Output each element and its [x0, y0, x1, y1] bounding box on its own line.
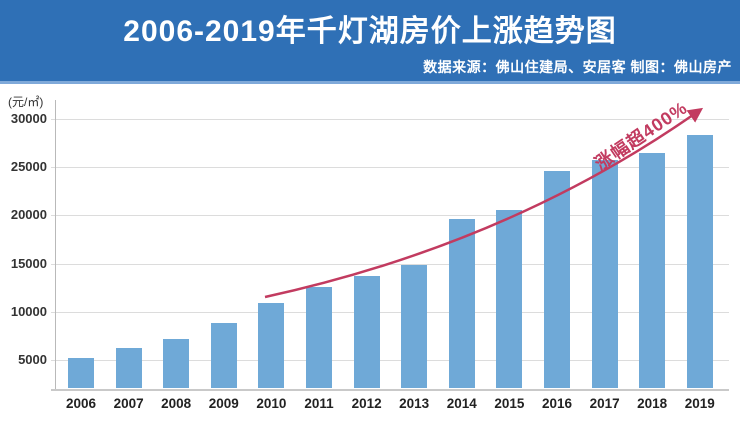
y-tick-label: 25000: [10, 159, 47, 175]
x-tick-label-2009: 2009: [208, 396, 239, 411]
bar-2017: [591, 160, 618, 388]
x-axis-line: [51, 389, 729, 391]
bar-2015: [496, 209, 523, 388]
bar-2019: [686, 135, 713, 388]
bar-2013: [401, 264, 428, 388]
header-banner: 2006-2019年千灯湖房价上涨趋势图 数据来源：佛山住建局、安居客 制图：佛…: [0, 0, 740, 84]
gridline-15000: [51, 263, 729, 265]
x-tick-label-2011: 2011: [304, 396, 334, 411]
x-tick-label-2010: 2010: [256, 396, 287, 411]
bar-2014: [448, 219, 475, 388]
y-axis-unit-label: (元/㎡): [8, 95, 44, 109]
y-tick-label: 20000: [10, 207, 47, 223]
gridline-30000: [51, 119, 729, 120]
bar-2008: [163, 338, 190, 388]
y-tick-label: 5000: [18, 352, 47, 368]
gridline-5000: [51, 360, 729, 362]
gridline-20000: [51, 215, 729, 217]
x-tick-label-2013: 2013: [399, 396, 430, 411]
x-tick-label-2017: 2017: [589, 396, 620, 411]
data-source-note: 数据来源：佛山住建局、安居客 制图：佛山房产: [423, 59, 732, 75]
gridline-25000: [51, 167, 729, 169]
bar-2009: [210, 323, 237, 388]
bar-2018: [639, 152, 666, 388]
x-tick-label-2006: 2006: [65, 396, 97, 411]
gridline-10000: [51, 311, 729, 313]
y-tick-label: 30000: [10, 111, 47, 126]
bar-2007: [115, 348, 142, 388]
x-tick-label-2012: 2012: [351, 396, 382, 411]
chart-title: 2006-2019年千灯湖房价上涨趋势图: [123, 15, 617, 48]
x-tick-label-2016: 2016: [541, 396, 573, 411]
x-tick-label-2018: 2018: [637, 396, 668, 411]
bar-2012: [353, 276, 380, 388]
x-tick-label-2015: 2015: [494, 396, 525, 411]
x-tick-label-2019: 2019: [684, 396, 715, 411]
x-tick-label-2014: 2014: [446, 396, 477, 411]
x-tick-label-2008: 2008: [161, 396, 192, 411]
bar-2010: [258, 303, 285, 388]
bar-2016: [544, 171, 570, 388]
bar-2011: [306, 286, 332, 388]
y-tick-label: 10000: [10, 303, 47, 319]
bar-2006: [68, 358, 94, 388]
y-axis-line: [55, 100, 56, 389]
y-tick-label: 15000: [10, 255, 47, 271]
x-tick-label-2007: 2007: [113, 396, 144, 411]
